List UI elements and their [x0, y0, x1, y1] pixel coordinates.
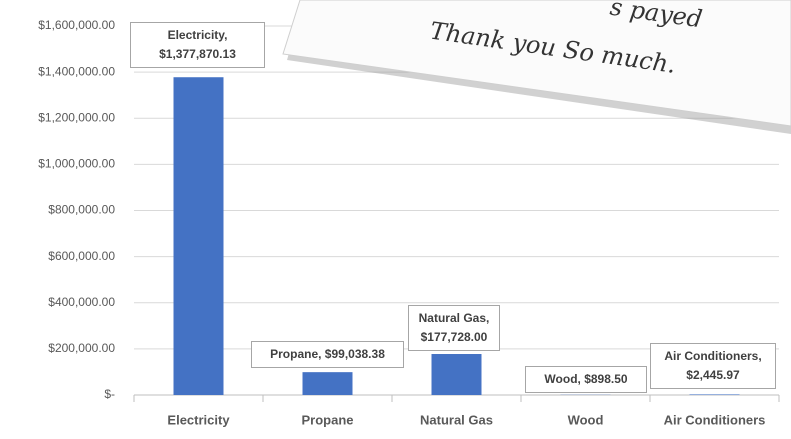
y-tick-label: $1,000,000.00 [38, 157, 115, 171]
bar [303, 372, 353, 395]
y-tick-label: $800,000.00 [48, 203, 115, 217]
data-label: Electricity, $1,377,870.13 [130, 22, 265, 68]
data-label: Air Conditioners, $2,445.97 [650, 343, 776, 389]
data-label: Natural Gas, $177,728.00 [408, 305, 500, 351]
y-tick-label: $1,600,000.00 [38, 18, 115, 32]
y-tick-label: $1,400,000.00 [38, 64, 115, 78]
x-tick-label: Electricity [167, 412, 230, 427]
data-label: Propane, $99,038.38 [251, 341, 404, 368]
bar [432, 354, 482, 395]
chart-page: $- $200,000.00 $400,000.00 $600,000.00 $800,… [0, 0, 791, 439]
bar [690, 394, 740, 395]
x-tick-label: Wood [568, 412, 604, 427]
x-tick-label: Air Conditioners [664, 412, 766, 427]
y-tick-label: $- [104, 387, 115, 401]
x-tick-label: Natural Gas [420, 412, 493, 427]
data-label: Wood, $898.50 [525, 366, 647, 393]
y-tick-label: $400,000.00 [48, 295, 115, 309]
y-tick-label: $600,000.00 [48, 249, 115, 263]
y-tick-label: $200,000.00 [48, 341, 115, 355]
y-tick-label: $1,200,000.00 [38, 110, 115, 124]
bar [174, 77, 224, 395]
x-tick-label: Propane [301, 412, 353, 427]
